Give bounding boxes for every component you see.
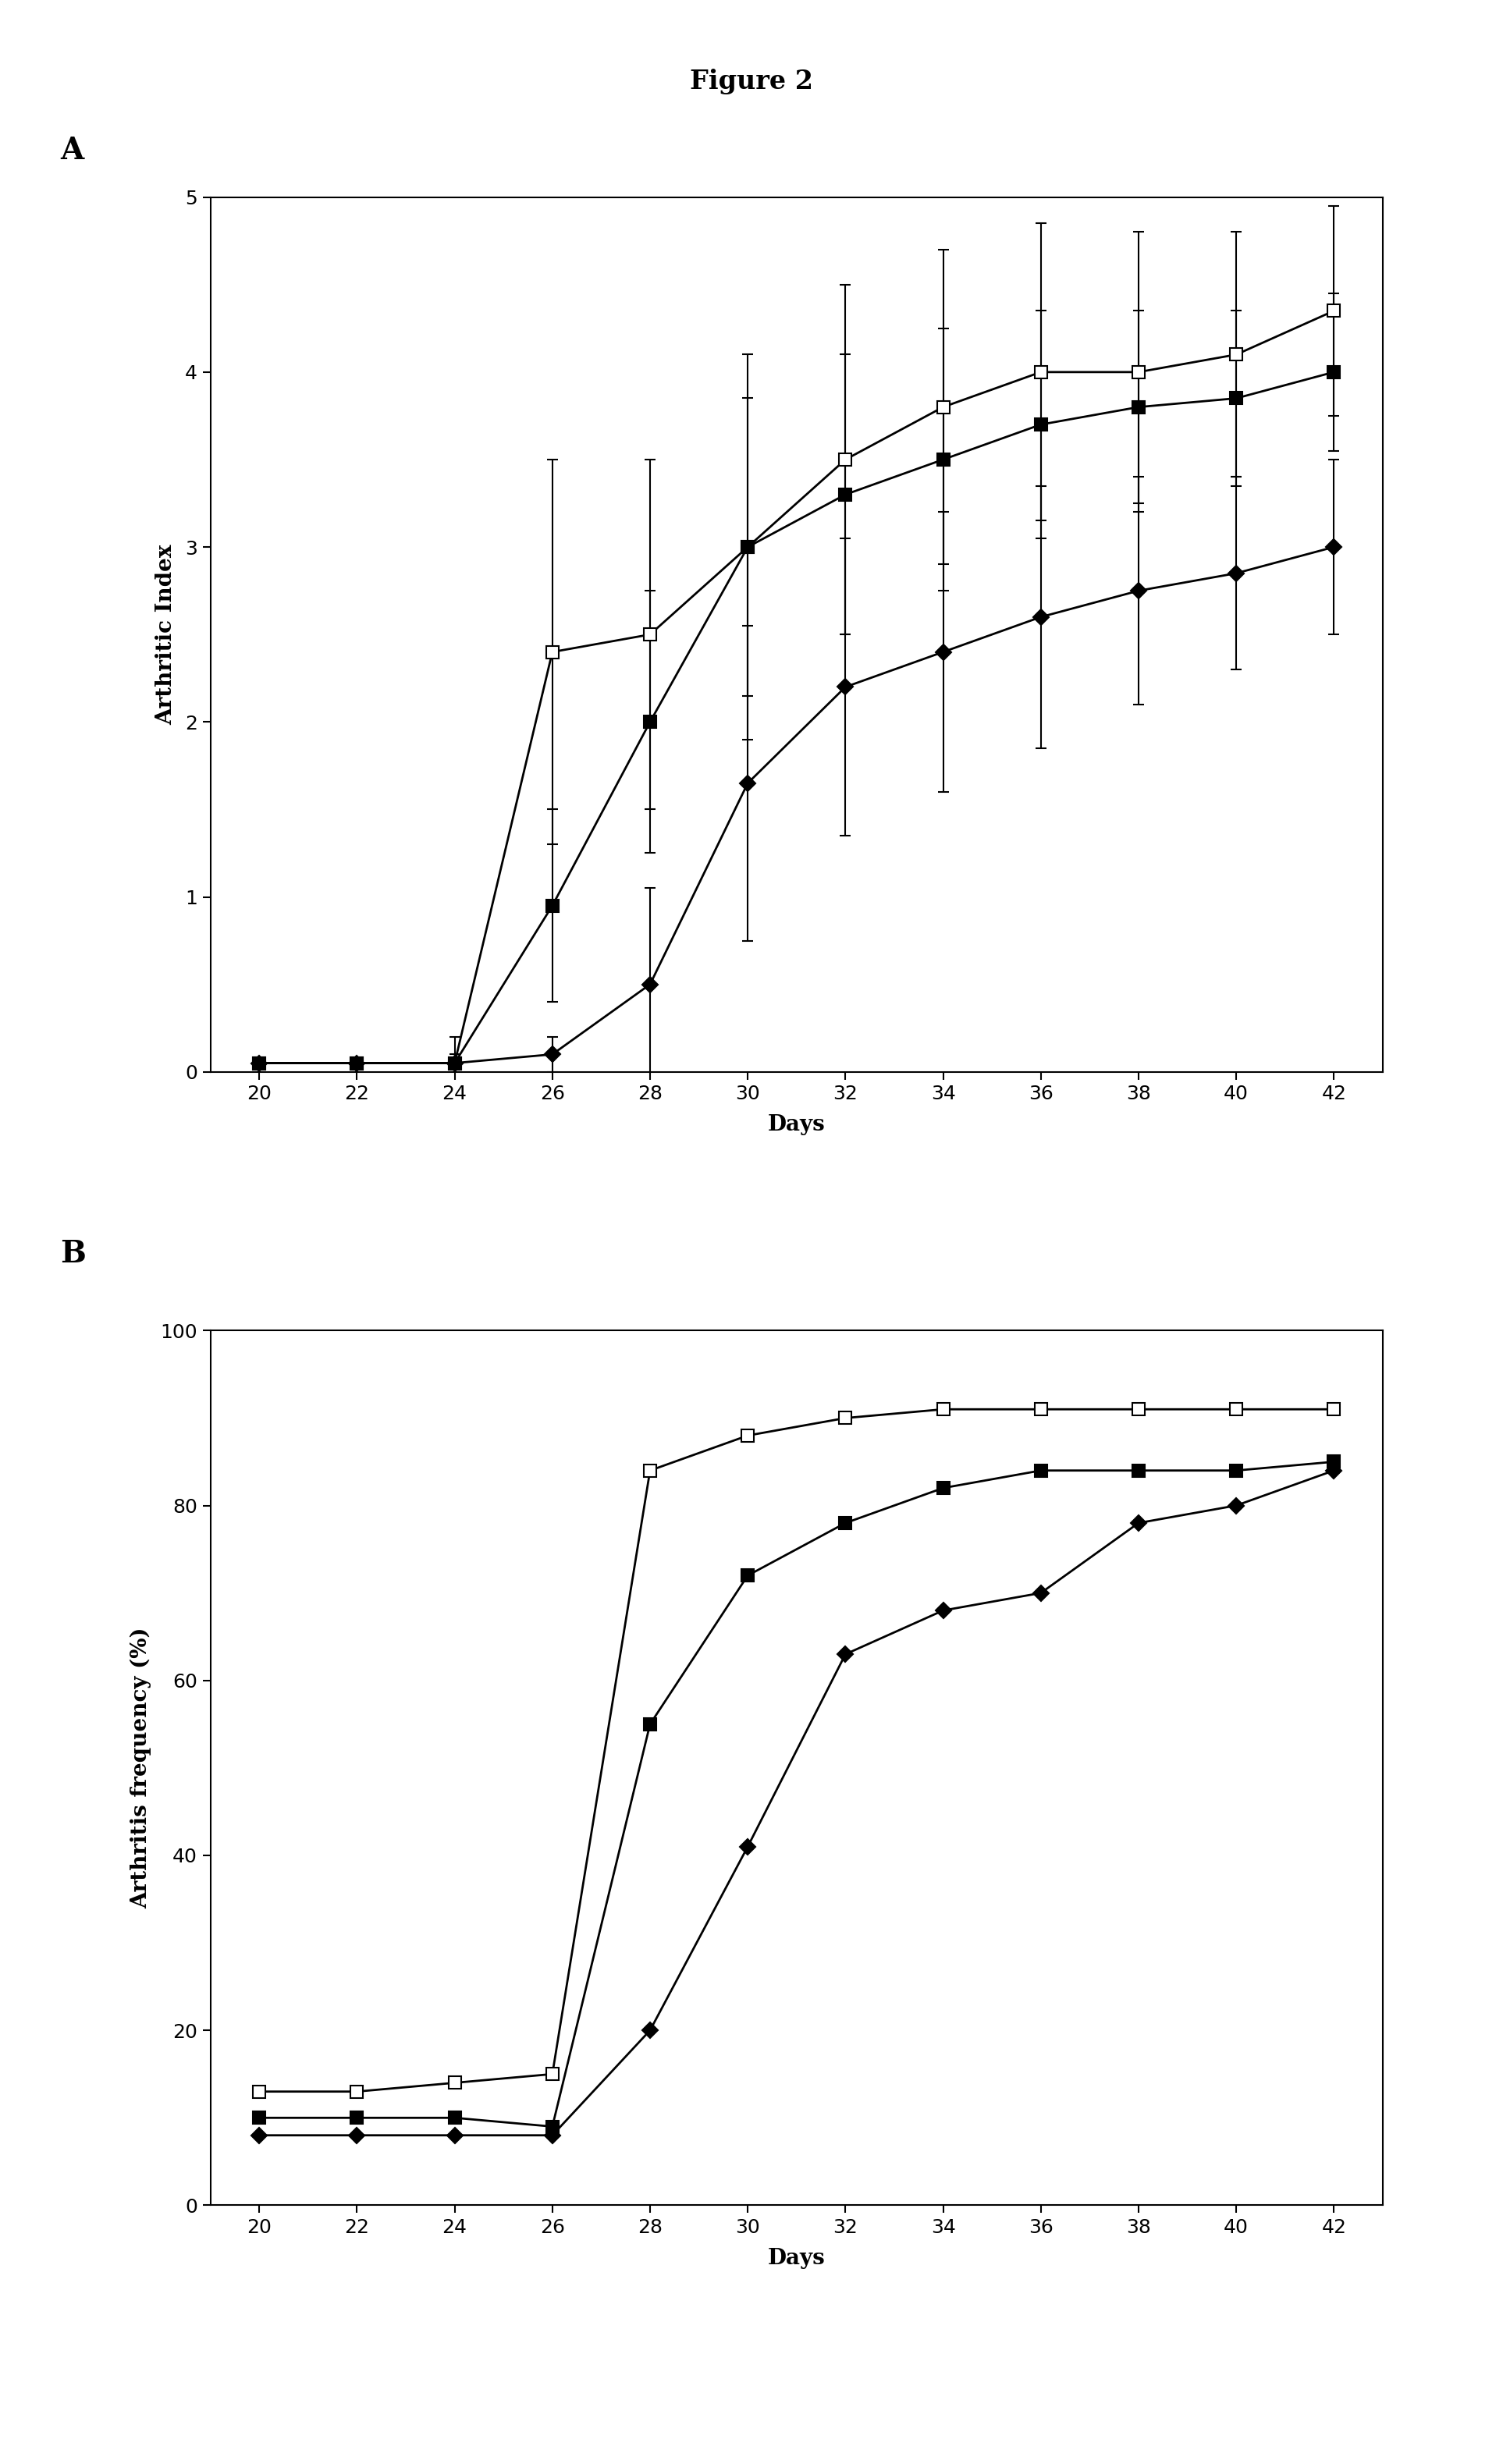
X-axis label: Days: Days xyxy=(768,1114,825,1136)
Text: B: B xyxy=(60,1239,86,1269)
Y-axis label: Arthritis frequency (%): Arthritis frequency (%) xyxy=(131,1626,152,1910)
X-axis label: Days: Days xyxy=(768,2247,825,2269)
Text: A: A xyxy=(60,136,84,165)
Y-axis label: Arthritic Index: Arthritic Index xyxy=(155,545,176,724)
Text: Figure 2: Figure 2 xyxy=(690,69,813,94)
